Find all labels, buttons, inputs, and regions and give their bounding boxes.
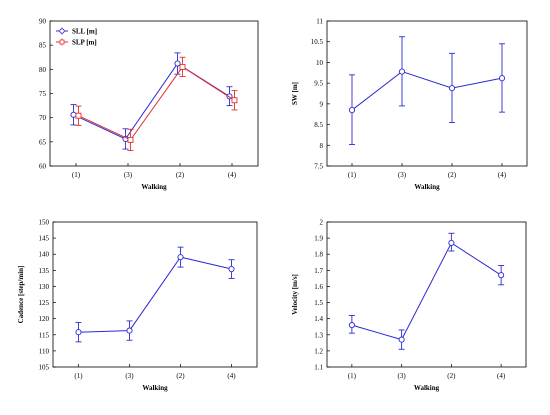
x-tick-label: (2) — [176, 372, 185, 380]
y-tick-label: 10 — [316, 59, 324, 67]
data-point — [174, 60, 181, 67]
series-line — [351, 70, 503, 111]
y-tick-label: 110 — [39, 347, 50, 355]
y-tick-label: 115 — [39, 331, 50, 339]
x-tick-label: (3) — [398, 372, 407, 380]
series-1 — [348, 232, 505, 350]
y-tick-label: 1.5 — [314, 299, 323, 307]
x-axis-label: Walking — [142, 384, 168, 392]
data-point — [448, 239, 455, 246]
data-point — [127, 136, 134, 143]
legend-marker — [59, 28, 65, 34]
y-tick-label: 75 — [39, 90, 47, 98]
y-tick-label: 80 — [39, 66, 47, 74]
x-axis-label: Walking — [414, 384, 440, 392]
series-line — [73, 62, 230, 140]
data-point — [348, 107, 356, 114]
y-tick-label: 85 — [39, 42, 47, 50]
x-tick-label: (1) — [72, 171, 81, 179]
x-tick-label: (4) — [227, 372, 236, 380]
y-axis-label: SW [m] — [291, 82, 299, 105]
y-tick-label: 90 — [39, 18, 47, 26]
y-tick-label: 65 — [39, 138, 47, 146]
chart-2: 7.5 8 8.5 9 9.5 10 10.5 11 (1) (3) (2) (4) Walking SW… — [291, 18, 528, 191]
x-tick-label: (2) — [448, 171, 457, 179]
legend-label: SLL [m] — [72, 28, 97, 36]
y-tick-label: 1.7 — [314, 267, 323, 275]
x-tick-label: (2) — [447, 372, 456, 380]
x-tick-label: (4) — [498, 171, 507, 179]
y-tick-label: 9.5 — [314, 80, 323, 88]
data-point — [179, 63, 186, 70]
data-point — [498, 272, 505, 279]
plot-frame — [52, 221, 258, 368]
data-point — [75, 112, 82, 119]
y-tick-label: 120 — [39, 315, 50, 323]
y-tick-label: 1.3 — [314, 331, 323, 339]
x-axis-label: Walking — [141, 183, 167, 191]
y-tick-label: 135 — [39, 267, 50, 275]
plot-frame — [326, 20, 528, 167]
data-point — [75, 329, 82, 336]
y-tick-label: 60 — [39, 163, 47, 171]
y-tick-label: 1.8 — [314, 251, 323, 259]
series-2 — [75, 56, 238, 151]
series-line — [351, 242, 502, 341]
data-point — [398, 336, 405, 343]
series-1 — [348, 36, 506, 145]
data-point — [177, 254, 184, 261]
x-tick-label: (3) — [124, 171, 133, 179]
y-tick-label: 8 — [320, 142, 324, 150]
chart-1: 60 65 70 75 80 85 90 (1) (3) (2) (4) Walking SLL [m]… — [39, 18, 259, 191]
y-tick-label: 7.5 — [314, 163, 323, 171]
y-tick-label: 1.9 — [314, 235, 323, 243]
y-tick-label: 1.6 — [314, 283, 323, 291]
x-tick-label: (4) — [497, 372, 506, 380]
series-line — [78, 256, 232, 333]
y-tick-label: 8.5 — [314, 121, 323, 129]
data-point — [348, 322, 355, 329]
x-tick-label: (3) — [125, 372, 134, 380]
data-point — [70, 111, 77, 118]
y-axis-label: Cadence [step/min] — [17, 266, 25, 324]
y-tick-label: 70 — [39, 114, 47, 122]
x-tick-label: (1) — [74, 372, 83, 380]
series-1 — [75, 246, 235, 343]
data-point — [498, 75, 506, 82]
y-tick-label: 1.1 — [314, 364, 323, 372]
y-tick-label: 145 — [39, 235, 50, 243]
x-tick-label: (3) — [398, 171, 407, 179]
y-tick-label: 10.5 — [311, 38, 324, 46]
series-line — [78, 66, 235, 141]
y-tick-label: 1.4 — [314, 315, 323, 323]
data-point — [448, 85, 456, 92]
x-tick-label: (1) — [348, 171, 357, 179]
y-tick-label: 130 — [39, 283, 50, 291]
y-tick-label: 2 — [320, 219, 324, 227]
chart-4: 1.1 1.2 1.3 1.4 1.5 1.6 1.7 1.8 1.9 2 (1) (3) (2) (4)… — [291, 219, 527, 392]
y-tick-label: 11 — [316, 18, 323, 26]
x-tick-label: (1) — [348, 372, 357, 380]
plot-frame — [326, 221, 527, 368]
y-tick-label: 140 — [39, 251, 50, 259]
data-point — [126, 327, 133, 334]
y-tick-label: 1.2 — [314, 347, 323, 355]
legend-label: SLP [m] — [72, 39, 97, 47]
legend: SLL [m] SLP [m] — [56, 27, 97, 47]
series-1 — [70, 52, 233, 150]
y-tick-label: 150 — [39, 219, 50, 227]
x-tick-label: (4) — [228, 171, 237, 179]
data-point — [231, 97, 238, 104]
x-axis-label: Walking — [414, 183, 440, 191]
y-tick-label: 9 — [320, 100, 324, 108]
data-point — [228, 265, 235, 273]
x-tick-label: (2) — [176, 171, 185, 179]
data-point — [398, 68, 406, 75]
y-axis-label: Velocity [m/s] — [291, 274, 299, 315]
y-tick-label: 105 — [39, 364, 50, 372]
legend-marker — [59, 39, 65, 45]
chart-3: 105 110 115 120 125 130 135 140 145 150 (1) (3) (2) (… — [17, 219, 258, 392]
y-tick-label: 125 — [39, 299, 50, 307]
